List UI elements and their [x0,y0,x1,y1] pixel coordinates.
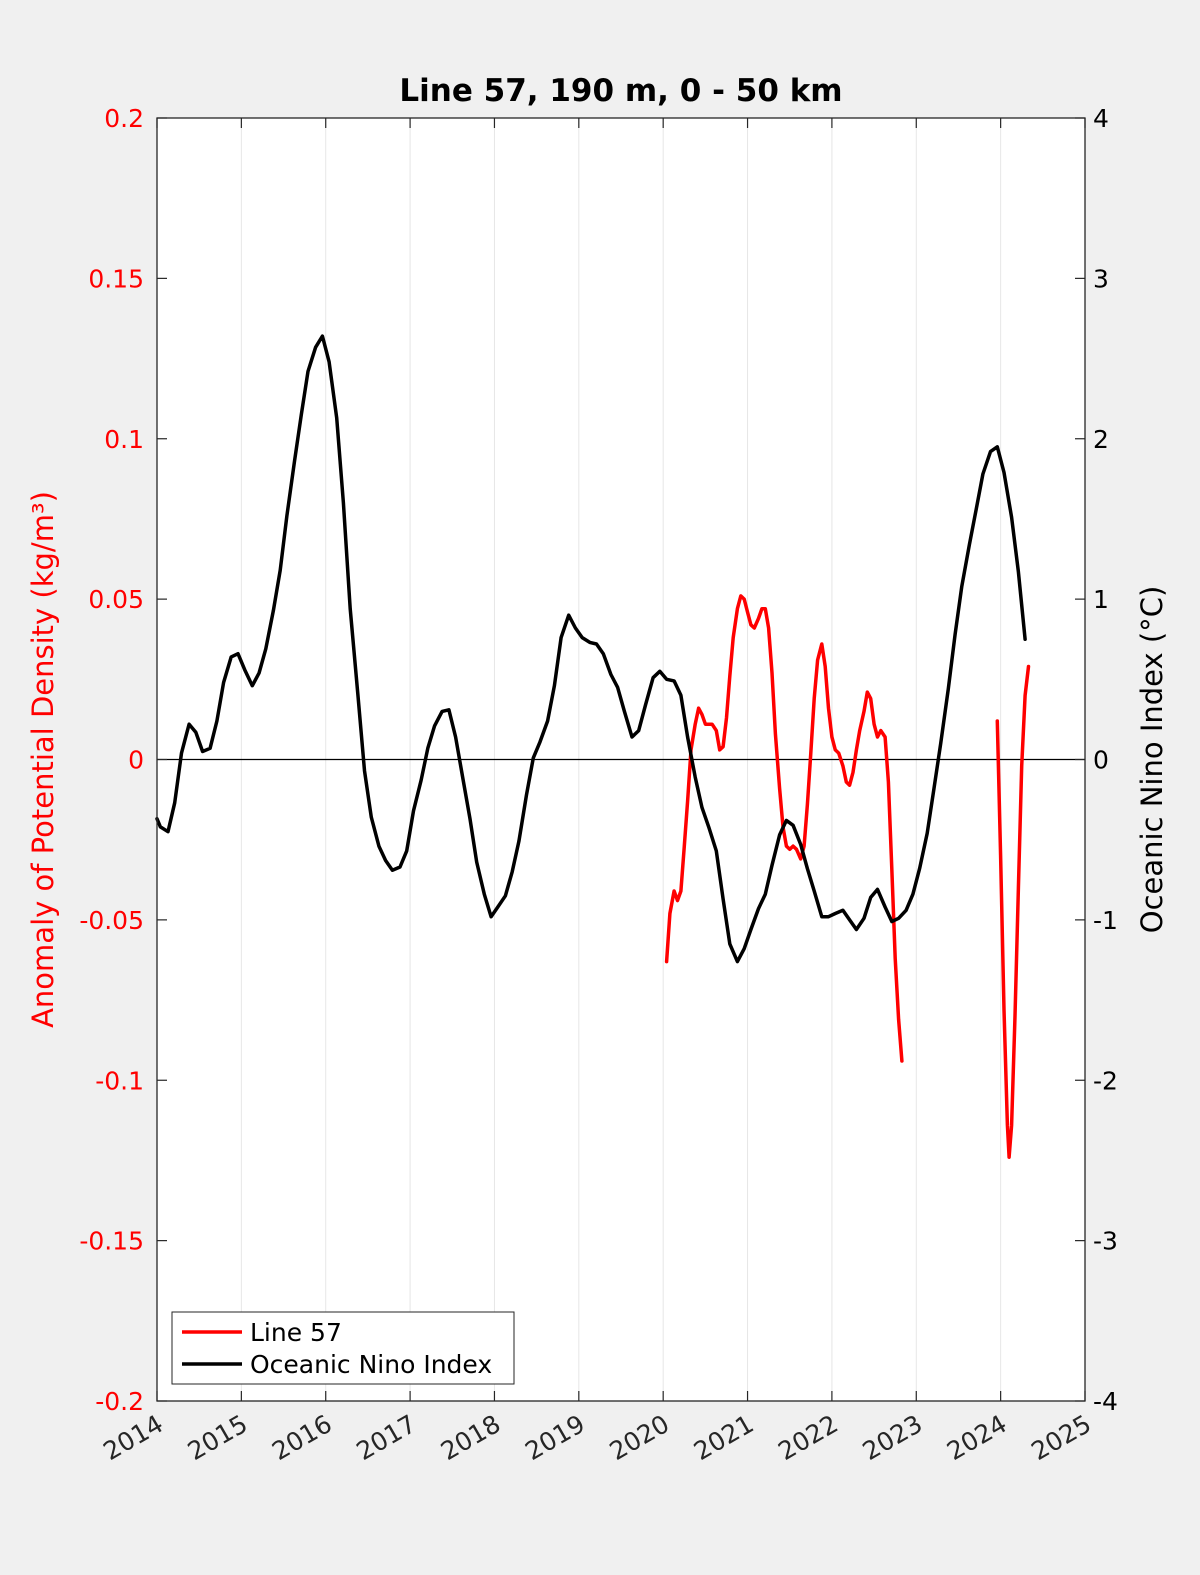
y-right-tick-label: 2 [1093,425,1109,454]
x-tick-label: 2019 [520,1409,590,1466]
x-tick-label: 2014 [98,1409,168,1466]
y-left-tick-label: 0 [128,746,144,775]
y-right-tick-label: -2 [1093,1066,1118,1095]
x-tick-label: 2024 [942,1409,1012,1466]
x-tick-label: 2022 [773,1409,843,1466]
y-left-tick-label: 0.2 [104,104,144,133]
series-lines [155,334,1031,1159]
y-left-tick-label: 0.1 [104,425,144,454]
y-right-tick-label: -3 [1093,1227,1118,1256]
x-tick-label: 2025 [1026,1409,1096,1466]
x-tick-label: 2016 [267,1409,337,1466]
x-tick-label: 2018 [436,1409,506,1466]
legend-label-oni: Oceanic Nino Index [250,1350,492,1379]
line-57-series-segment [995,664,1031,1159]
x-tick-label: 2017 [351,1409,421,1466]
y-right-tick-label: -1 [1093,906,1118,935]
y-left-tick-label: 0.05 [88,585,144,614]
y-left-tick-label: 0.15 [88,264,144,293]
x-tick-label: 2021 [689,1409,759,1466]
chart-title: Line 57, 190 m, 0 - 50 km [399,73,842,109]
x-tick-label: 2023 [858,1409,928,1466]
legend: Line 57 Oceanic Nino Index [171,1311,515,1385]
y-left-tick-label: -0.15 [79,1227,144,1256]
y-right-tick-label: -4 [1093,1387,1118,1416]
y-right-tick-label: 0 [1093,746,1109,775]
legend-box [171,1311,515,1385]
x-tick-label: 2020 [605,1409,675,1466]
y-left-tick-label: -0.2 [95,1387,144,1416]
y-axis-left-label: Anomaly of Potential Density (kg/m³) [26,491,60,1028]
x-tick-label: 2015 [183,1409,253,1466]
y-axis-right-label: Oceanic Nino Index (°C) [1135,586,1169,934]
line-57-series-segment [664,594,904,1063]
oni-series-segment [155,334,1027,964]
y-right-tick-label: 4 [1093,104,1109,133]
legend-label-line-57: Line 57 [250,1318,342,1347]
y-right-tick-label: 1 [1093,585,1109,614]
y-left-tick-label: -0.05 [79,906,144,935]
y-left-tick-label: -0.1 [95,1066,144,1095]
y-right-tick-label: 3 [1093,264,1109,293]
